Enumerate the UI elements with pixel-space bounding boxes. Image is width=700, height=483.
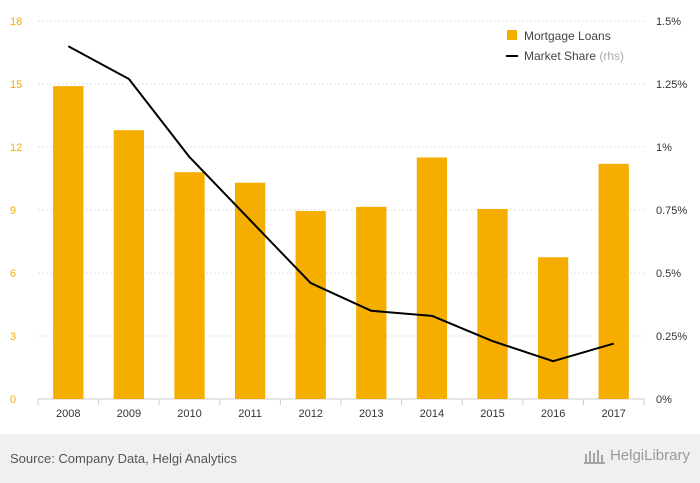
left-tick-label: 15 — [10, 79, 22, 91]
line-series-market-share — [67, 45, 614, 363]
bar-2010 — [174, 172, 205, 399]
bar-2017 — [598, 163, 629, 399]
left-tick-label: 12 — [10, 142, 22, 154]
legend-label-market-share-suffix: (rhs) — [599, 49, 624, 63]
left-tick-label: 9 — [10, 205, 16, 217]
x-tick-label: 2011 — [238, 408, 262, 420]
brand-name: HelgiLibrary — [609, 447, 690, 464]
x-tick-label: 2014 — [420, 408, 444, 420]
legend-swatch-mortgage-loans — [507, 30, 517, 40]
bar-2012 — [295, 211, 326, 399]
legend: Mortgage Loans Market Share (rhs) — [506, 29, 624, 63]
legend-label-market-share: Market Share (rhs) — [524, 49, 624, 63]
right-tick-label: 0% — [656, 394, 672, 406]
bar-2009 — [113, 130, 145, 399]
x-tick-label: 2017 — [601, 408, 625, 420]
bar-2014 — [416, 157, 448, 399]
x-tick-label: 2008 — [56, 408, 80, 420]
x-tick-label: 2015 — [480, 408, 504, 420]
right-tick-label: 0.25% — [656, 331, 687, 343]
x-tick-label: 2009 — [117, 408, 141, 420]
right-tick-label: 1% — [656, 142, 672, 154]
left-tick-label: 6 — [10, 268, 16, 280]
right-axis-ticks: 0% 0.25% 0.5% 0.75% 1% 1.25% 1.5% — [656, 16, 687, 406]
left-tick-label: 3 — [10, 331, 16, 343]
brand-logo: HelgiLibrary — [583, 447, 690, 464]
legend-label-mortgage-loans: Mortgage Loans — [524, 29, 611, 43]
left-tick-label: 18 — [10, 16, 22, 28]
x-tick-label: 2016 — [541, 408, 565, 420]
right-tick-label: 0.5% — [656, 268, 681, 280]
x-tick-label: 2010 — [177, 408, 201, 420]
combo-chart: 0 3 6 9 12 15 18 0% 0.25% 0.5% 0.75% 1% 1.25% 1.5% 2… — [10, 16, 687, 420]
bar-2008 — [53, 86, 84, 399]
source-caption: Source: Company Data, Helgi Analytics — [10, 451, 237, 466]
market-share-line — [67, 45, 614, 363]
left-axis-ticks: 0 3 6 9 12 15 18 — [10, 16, 22, 406]
x-tick-label: 2012 — [298, 408, 322, 420]
bar-2011 — [234, 182, 266, 399]
right-tick-label: 1.25% — [656, 79, 687, 91]
library-icon — [583, 449, 605, 464]
footer-band — [0, 434, 700, 483]
bar-2013 — [356, 206, 387, 399]
x-tick-label: 2013 — [359, 408, 383, 420]
bar-2015 — [477, 208, 508, 399]
right-tick-label: 1.5% — [656, 16, 681, 28]
left-tick-label: 0 — [10, 394, 16, 406]
bar-series-mortgage-loans — [53, 86, 629, 399]
right-tick-label: 0.75% — [656, 205, 687, 217]
bar-2016 — [537, 257, 569, 399]
x-axis-ticks: 2008 2009 2010 2011 2012 2013 2014 2015 2016 2017 — [37, 399, 645, 420]
legend-label-market-share-main: Market Share — [524, 49, 596, 63]
